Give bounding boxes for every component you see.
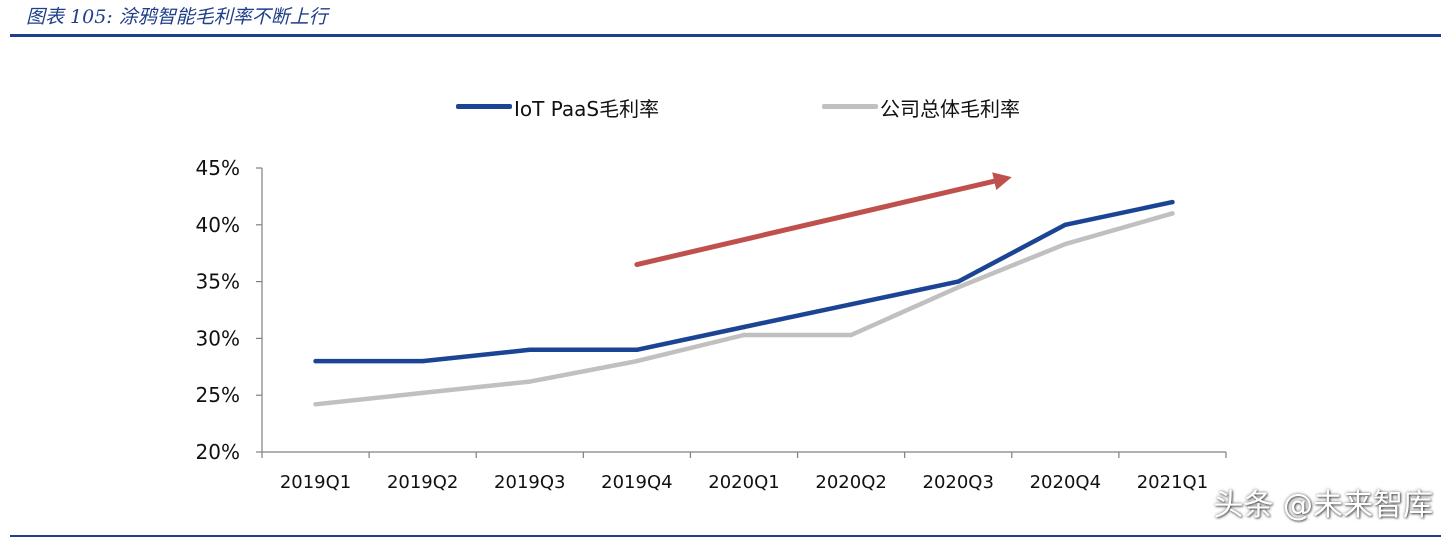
y-tick-label: 45% <box>196 156 240 180</box>
data-point-company <box>1063 241 1068 247</box>
data-point-company <box>1170 211 1175 216</box>
data-point-iot-paas <box>420 358 425 364</box>
x-tick-label: 2020Q3 <box>923 472 994 493</box>
data-point-company <box>634 358 640 364</box>
watermark: 头条 @未来智库 <box>1213 488 1433 523</box>
x-tick-label: 2019Q1 <box>280 472 351 493</box>
data-point-iot-paas <box>848 302 854 307</box>
x-tick-label: 2020Q4 <box>1030 472 1101 493</box>
data-point-iot-paas <box>313 358 318 364</box>
bottom-rule <box>10 535 1441 537</box>
data-point-company <box>956 285 961 290</box>
data-point-company <box>741 332 747 338</box>
data-point-iot-paas <box>1063 222 1068 227</box>
y-tick-label: 35% <box>196 270 240 294</box>
data-point-iot-paas <box>634 347 640 352</box>
legend-swatch-company <box>822 104 878 109</box>
legend-swatch-iot-paas <box>456 104 512 109</box>
data-point-iot-paas <box>956 279 961 284</box>
y-tick-label: 25% <box>196 383 240 407</box>
data-point-company <box>848 332 854 338</box>
data-point-iot-paas <box>741 324 747 330</box>
data-point-company <box>313 402 318 407</box>
data-point-company <box>527 379 532 384</box>
top-rule <box>10 34 1441 37</box>
x-tick-label: 2020Q1 <box>708 472 779 493</box>
figure-title: 图表 105: 涂鸦智能毛利率不断上行 <box>26 6 328 28</box>
x-tick-label: 2020Q2 <box>815 472 886 493</box>
y-tick-label: 40% <box>196 213 240 237</box>
x-tick-label: 2021Q1 <box>1137 472 1208 493</box>
data-point-iot-paas <box>527 347 532 352</box>
trend-arrow-head <box>992 172 1012 190</box>
data-point-company <box>420 390 425 396</box>
data-point-iot-paas <box>1170 199 1175 205</box>
y-tick-label: 30% <box>196 326 240 350</box>
x-tick-label: 2019Q4 <box>601 472 672 493</box>
legend-label-iot-paas: IoT PaaS毛利率 <box>514 97 660 121</box>
legend-label-company: 公司总体毛利率 <box>880 97 1020 121</box>
x-tick-label: 2019Q2 <box>387 472 458 493</box>
trend-arrow-shaft <box>634 178 997 268</box>
x-tick-label: 2019Q3 <box>494 472 565 493</box>
y-tick-label: 20% <box>196 440 240 464</box>
